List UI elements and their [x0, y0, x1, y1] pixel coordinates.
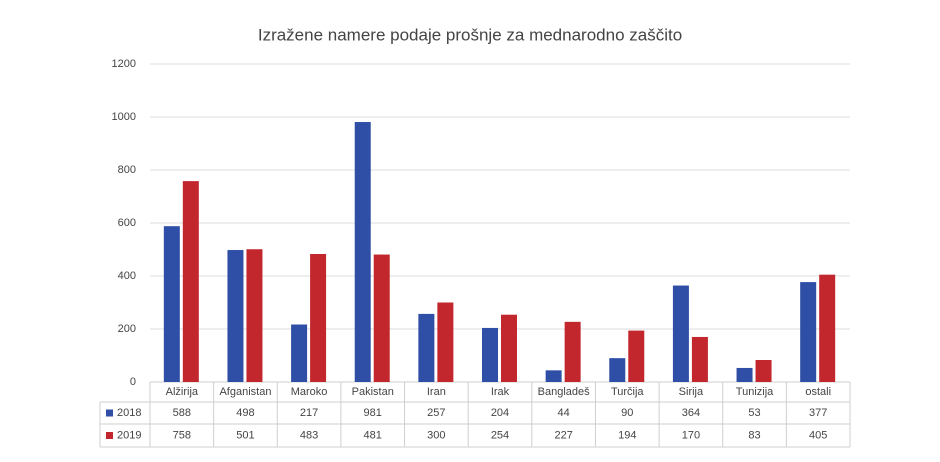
bar: [354, 122, 371, 382]
table-value: 257: [427, 407, 445, 419]
y-tick-label: 0: [130, 376, 136, 388]
table-value: 204: [491, 407, 509, 419]
y-tick-label: 800: [118, 164, 136, 176]
table-value: 227: [554, 429, 572, 441]
table-value: 170: [682, 429, 700, 441]
bar: [182, 181, 199, 382]
table-value: 90: [621, 407, 633, 419]
table-value: 481: [364, 429, 382, 441]
chart-title: Izražene namere podaje prošnje za mednar…: [258, 25, 682, 44]
table-value: 44: [558, 407, 570, 419]
table-value: 300: [427, 429, 445, 441]
bar: [437, 302, 454, 382]
x-tick-label: Irak: [491, 386, 510, 398]
table-value: 217: [300, 407, 318, 419]
bar: [246, 249, 263, 382]
legend-swatch: [106, 409, 113, 417]
table-value: 254: [491, 429, 509, 441]
bar: [691, 336, 708, 382]
y-tick-label: 1200: [112, 58, 136, 70]
x-tick-label: Sirija: [679, 386, 704, 398]
bar: [755, 360, 772, 382]
bar: [564, 321, 581, 382]
bar: [310, 254, 327, 382]
legend-label: 2019: [117, 429, 141, 441]
bar: [672, 285, 689, 382]
bar: [736, 367, 753, 382]
table-value: 83: [748, 429, 760, 441]
bar: [291, 324, 308, 382]
bar: [418, 313, 435, 382]
table-value: 377: [809, 407, 827, 419]
legend-label: 2018: [117, 407, 141, 419]
table-value: 588: [173, 407, 191, 419]
table-value: 405: [809, 429, 827, 441]
bar: [800, 282, 817, 382]
x-tick-label: Afganistan: [219, 386, 271, 398]
bar: [501, 314, 517, 382]
table-value: 53: [748, 407, 760, 419]
table-value: 501: [236, 429, 254, 441]
y-tick-label: 400: [118, 270, 136, 282]
bar: [227, 250, 244, 382]
table-value: 758: [173, 429, 191, 441]
bar: [628, 330, 645, 382]
bar: [163, 226, 180, 382]
table-value: 483: [300, 429, 318, 441]
x-tick-label: Maroko: [291, 386, 328, 398]
table-value: 364: [682, 407, 700, 419]
table-value: 498: [236, 407, 254, 419]
bar: [545, 370, 562, 382]
x-tick-label: Iran: [427, 386, 446, 398]
y-tick-label: 200: [118, 323, 136, 335]
table-value: 194: [618, 429, 636, 441]
x-tick-label: Turčija: [611, 386, 644, 398]
table-value: 981: [364, 407, 382, 419]
x-tick-label: ostali: [805, 386, 831, 398]
y-tick-label: 1000: [112, 111, 136, 123]
bar: [609, 358, 626, 382]
legend-swatch: [106, 432, 113, 439]
bar: [819, 274, 836, 382]
x-tick-label: Alžirija: [166, 386, 199, 398]
x-tick-label: Pakistan: [352, 386, 394, 398]
bar: [373, 254, 390, 382]
y-tick-label: 600: [118, 217, 136, 229]
bar: [482, 327, 498, 382]
x-tick-label: Tunizija: [736, 386, 774, 398]
x-tick-label: Bangladeš: [538, 386, 590, 398]
